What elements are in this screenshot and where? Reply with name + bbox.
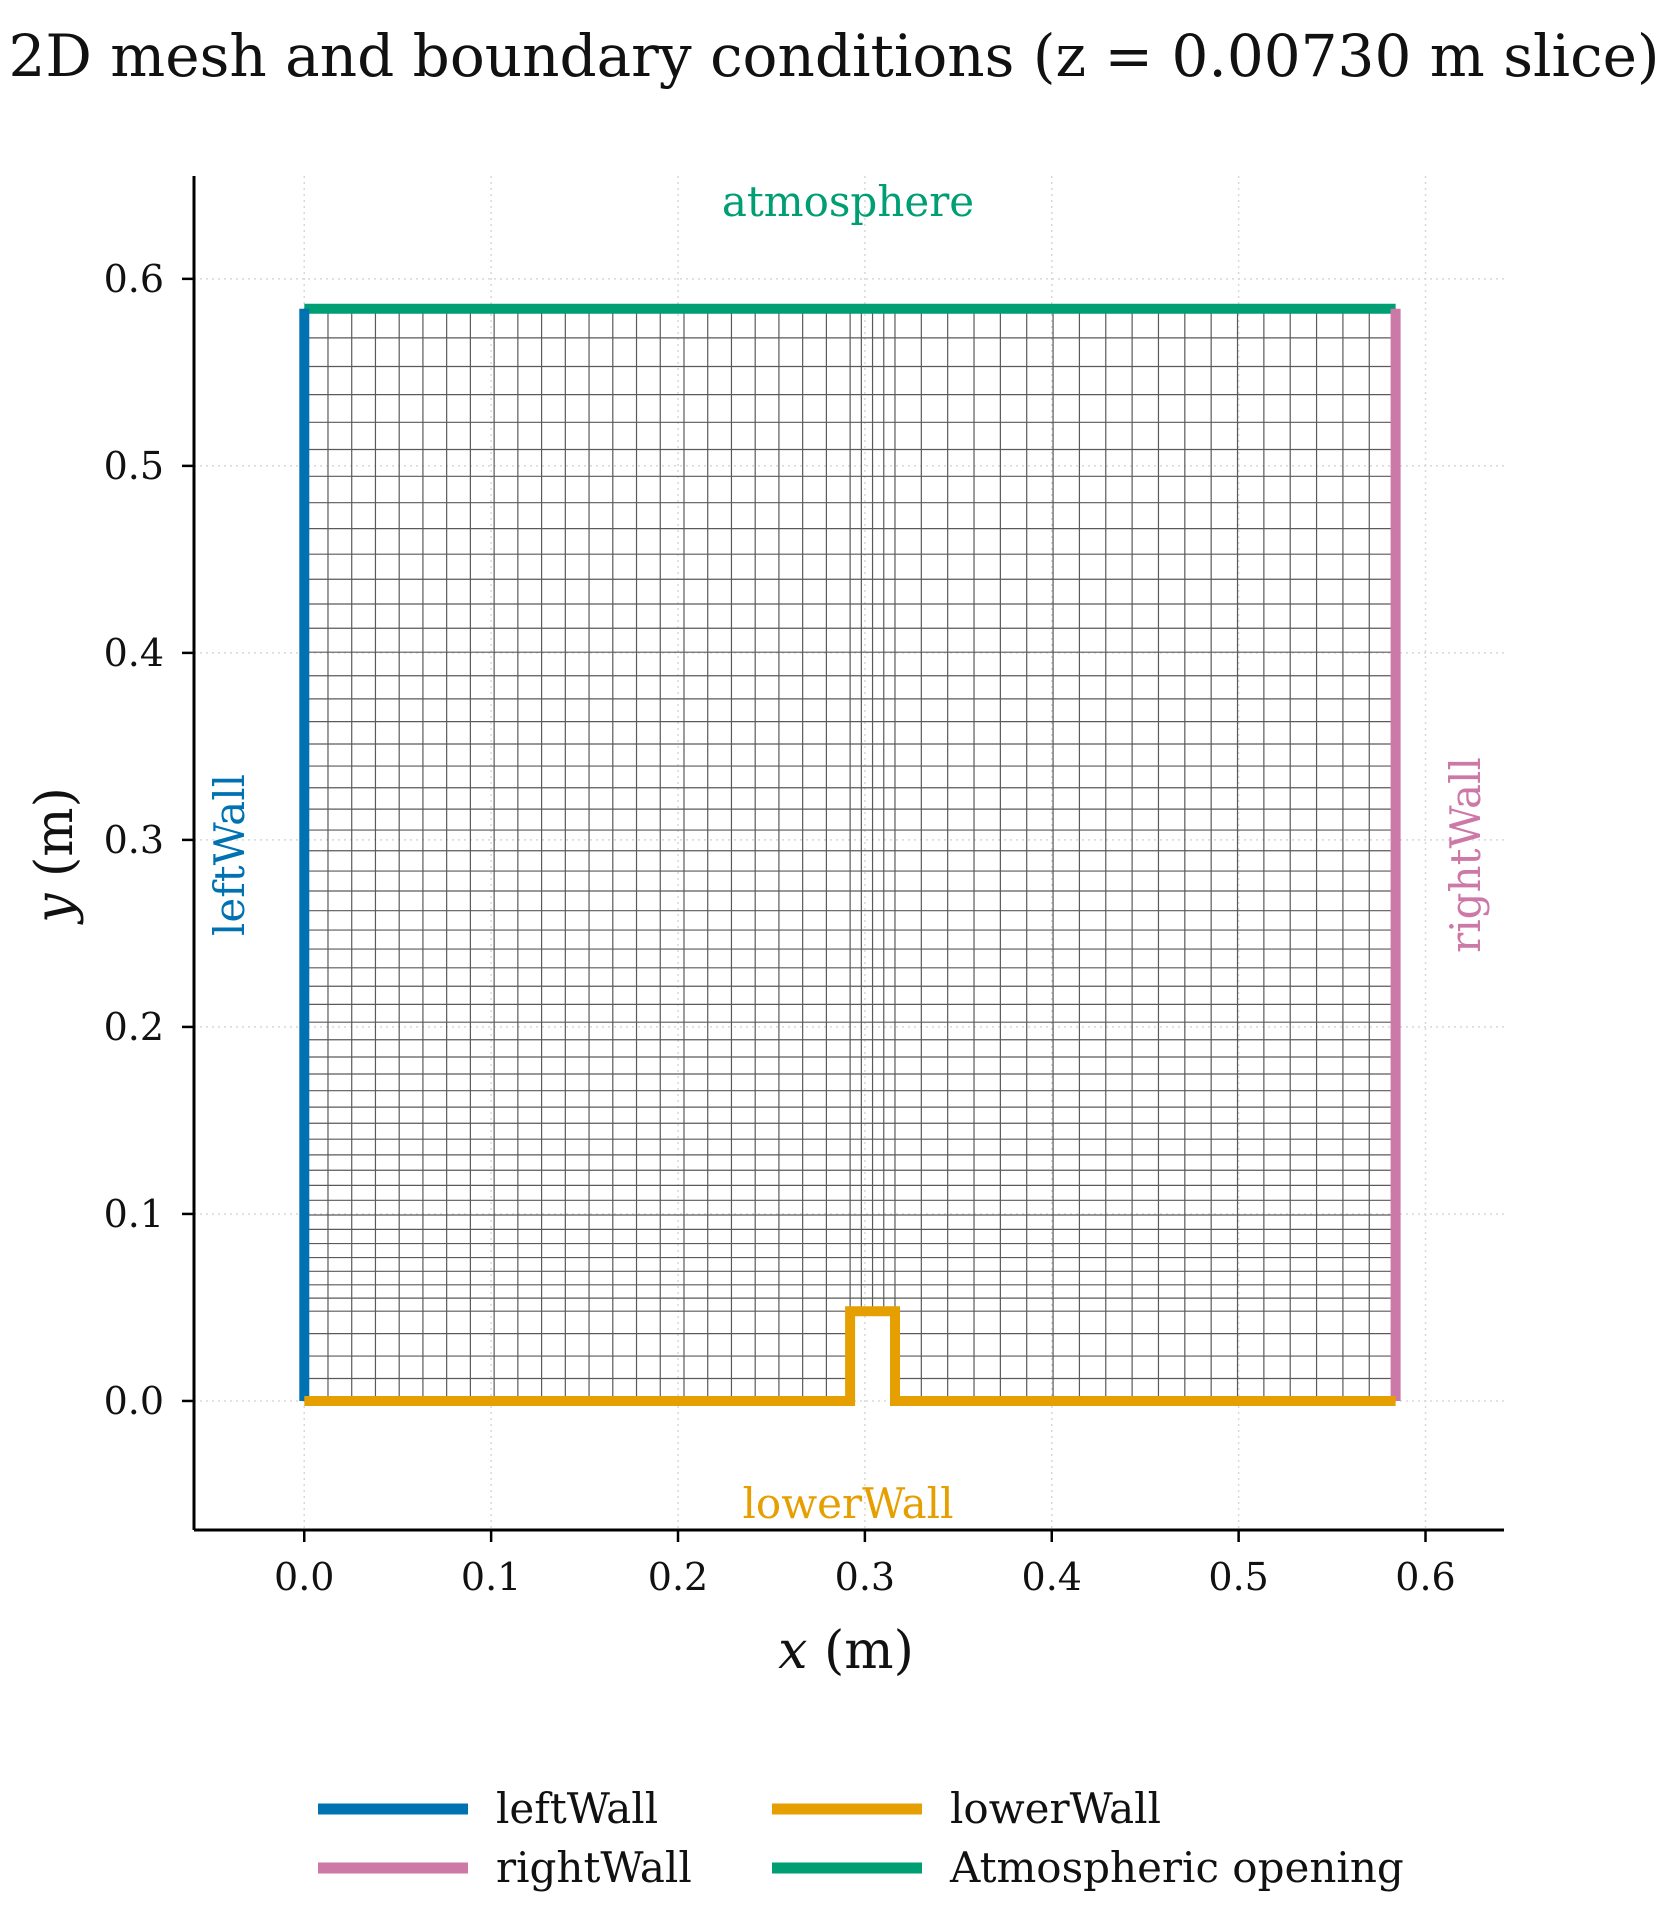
x-tick-label: 0.6 <box>1395 1555 1455 1599</box>
axes <box>192 176 1504 1532</box>
x-tick-label: 0.5 <box>1208 1555 1268 1599</box>
y-axis-ticks: 0.0 0.1 0.2 0.3 0.4 0.5 0.6 <box>104 257 194 1423</box>
annotation-left-wall: leftWall <box>205 774 254 936</box>
x-axis-title: x (m) <box>778 1621 914 1681</box>
series-lowerwall <box>304 1306 1396 1406</box>
x-tick-label: 0.4 <box>1022 1555 1082 1599</box>
y-tick-label: 0.1 <box>104 1192 164 1236</box>
legend-label: lowerWall <box>950 1784 1161 1833</box>
x-tick-label: 0.1 <box>461 1555 521 1599</box>
boundary-lines <box>299 303 1401 1406</box>
annotation-right-wall: rightWall <box>1441 757 1490 953</box>
chart-title: 2D mesh and boundary conditions (z = 0.0… <box>8 22 1659 90</box>
y-tick-label: 0.0 <box>104 1379 164 1423</box>
legend-label: Atmospheric opening <box>949 1843 1404 1892</box>
y-tick-label: 0.5 <box>104 444 164 488</box>
y-tick-label: 0.6 <box>104 257 164 301</box>
mesh-grid <box>303 308 1397 1402</box>
y-axis-title: y (m) <box>25 787 85 925</box>
x-axis-ticks: 0.0 0.1 0.2 0.3 0.4 0.5 0.6 <box>274 1530 1456 1599</box>
x-tick-label: 0.2 <box>648 1555 708 1599</box>
boundary-annotations: atmosphere leftWall rightWall lowerWall <box>205 177 1490 1528</box>
y-tick-label: 0.2 <box>104 1005 164 1049</box>
legend-label: rightWall <box>496 1843 692 1892</box>
y-tick-label: 0.4 <box>104 631 164 675</box>
x-tick-label: 0.3 <box>835 1555 895 1599</box>
legend-label: leftWall <box>496 1784 658 1833</box>
y-tick-label: 0.3 <box>104 818 164 862</box>
x-tick-label: 0.0 <box>274 1555 334 1599</box>
annotation-atmosphere: atmosphere <box>722 177 974 226</box>
annotation-lower-wall: lowerWall <box>742 1479 953 1528</box>
legend: leftWall rightWall lowerWall Atmospheric op… <box>318 1784 1404 1892</box>
